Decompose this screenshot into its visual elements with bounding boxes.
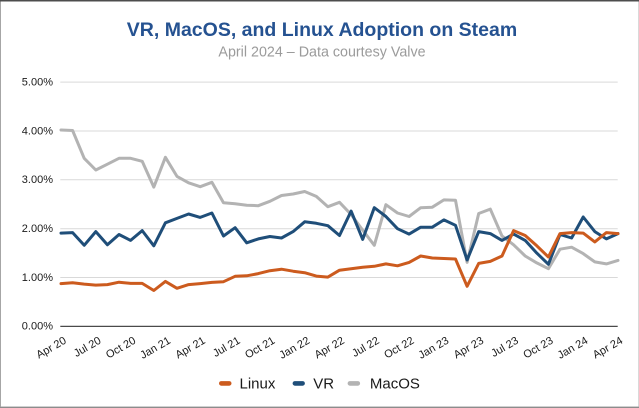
svg-text:April 2024 – Data courtesy Val: April 2024 – Data courtesy Valve xyxy=(218,44,425,60)
svg-text:MacOS: MacOS xyxy=(370,376,420,393)
svg-text:VR, MacOS, and Linux Adoption: VR, MacOS, and Linux Adoption on Steam xyxy=(127,19,517,41)
svg-text:2.00%: 2.00% xyxy=(22,223,53,235)
svg-text:Linux: Linux xyxy=(240,376,276,393)
svg-text:3.00%: 3.00% xyxy=(22,174,53,186)
svg-text:5.00%: 5.00% xyxy=(22,76,53,88)
svg-text:VR: VR xyxy=(313,376,334,393)
svg-text:4.00%: 4.00% xyxy=(22,125,53,137)
svg-text:0.00%: 0.00% xyxy=(22,321,53,333)
svg-text:1.00%: 1.00% xyxy=(22,272,53,284)
